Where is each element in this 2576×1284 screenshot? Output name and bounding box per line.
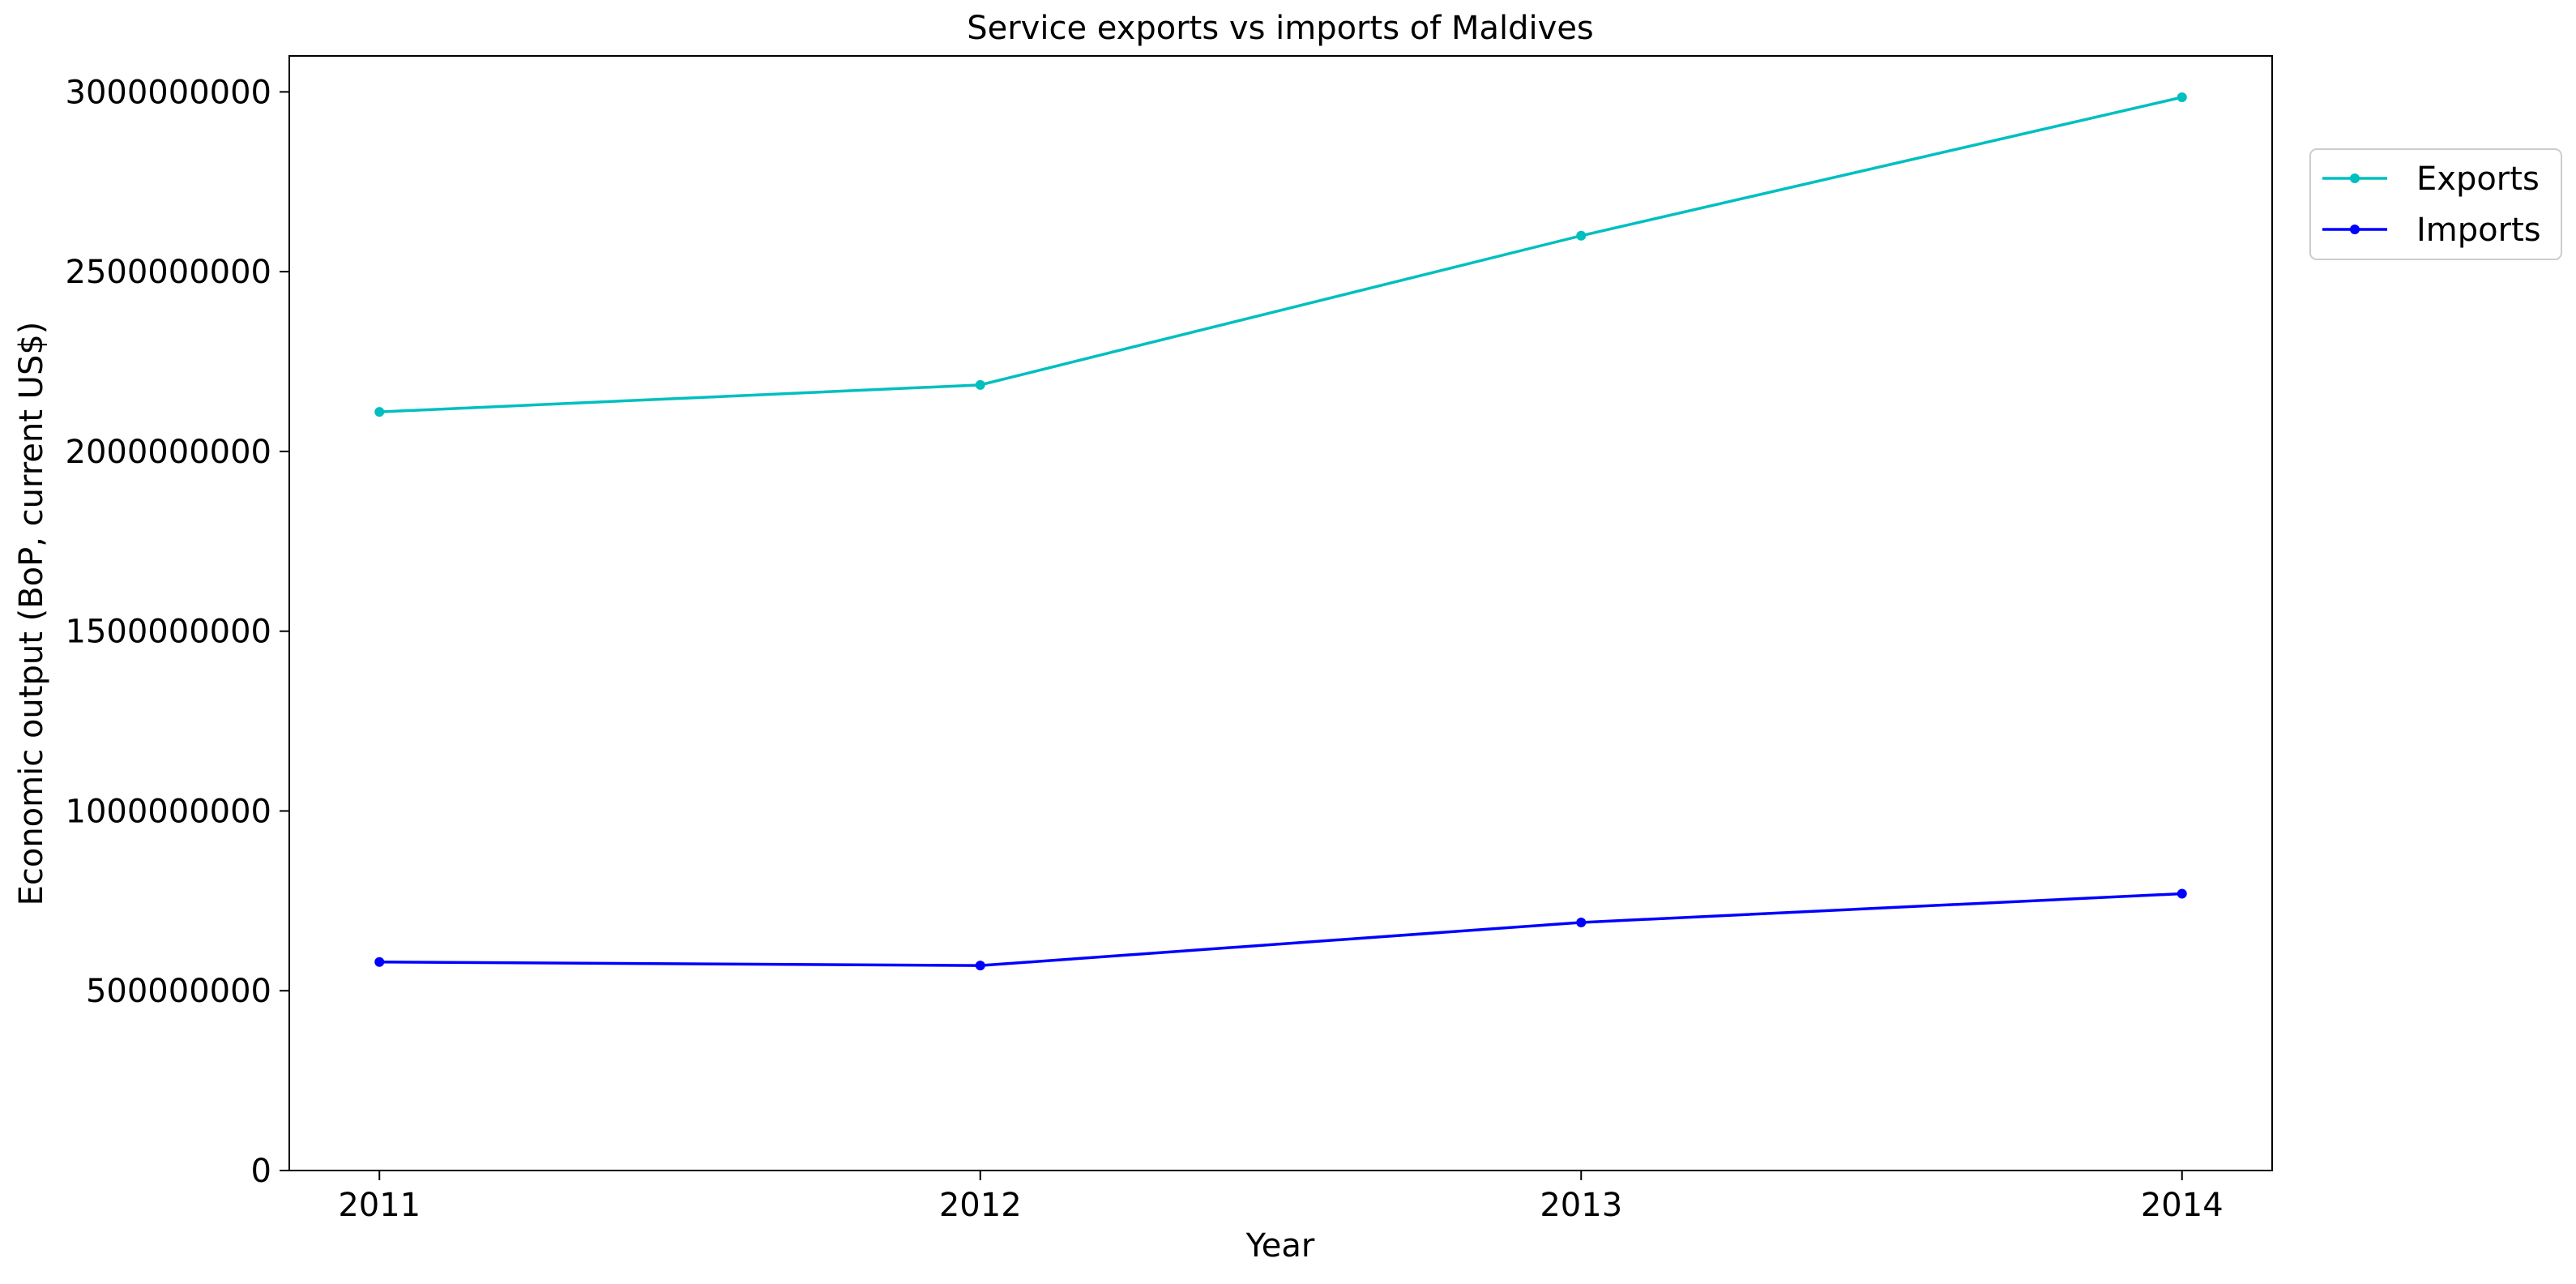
y-tick-label: 1000000000: [66, 793, 272, 830]
series-layer: [374, 92, 2187, 971]
data-point-exports: [374, 407, 385, 417]
x-axis-label: Year: [1245, 1227, 1315, 1265]
x-tick-label: 2014: [2141, 1187, 2224, 1224]
data-point-imports: [1576, 917, 1587, 927]
chart-title: Service exports vs imports of Maldives: [967, 10, 1594, 47]
y-axis-label: Economic output (BoP, current US$): [13, 322, 50, 906]
data-point-imports: [2177, 888, 2187, 899]
legend-marker-imports: [2350, 225, 2360, 234]
x-tick-label: 2011: [338, 1187, 421, 1224]
x-tick-label: 2012: [939, 1187, 1022, 1224]
x-axis: 2011 2012 2013 2014: [338, 1171, 2224, 1224]
y-tick-label: 0: [251, 1153, 271, 1190]
plot-area: [288, 55, 2273, 1171]
y-axis: 0 500000000 1000000000 1500000000 2000000000…: [66, 74, 289, 1190]
data-point-imports: [374, 957, 385, 967]
data-point-imports: [975, 961, 985, 971]
legend-box: [2309, 148, 2562, 260]
y-tick-label: 500000000: [86, 973, 271, 1010]
y-tick-label: 2000000000: [66, 434, 272, 471]
y-tick-label: 2500000000: [66, 254, 272, 291]
series-line-exports: [379, 96, 2183, 413]
legend-label-exports: Exports: [2416, 160, 2540, 198]
data-point-exports: [1576, 230, 1587, 241]
x-tick-label: 2013: [1540, 1187, 1622, 1224]
legend-marker-exports: [2350, 173, 2360, 183]
legend-label-imports: Imports: [2416, 212, 2541, 249]
data-point-exports: [2177, 92, 2187, 103]
data-point-exports: [975, 379, 985, 390]
legend: Exports Imports: [2309, 148, 2562, 260]
y-tick-label: 3000000000: [66, 74, 272, 111]
series-line-imports: [379, 892, 2182, 967]
y-tick-label: 1500000000: [66, 614, 272, 651]
